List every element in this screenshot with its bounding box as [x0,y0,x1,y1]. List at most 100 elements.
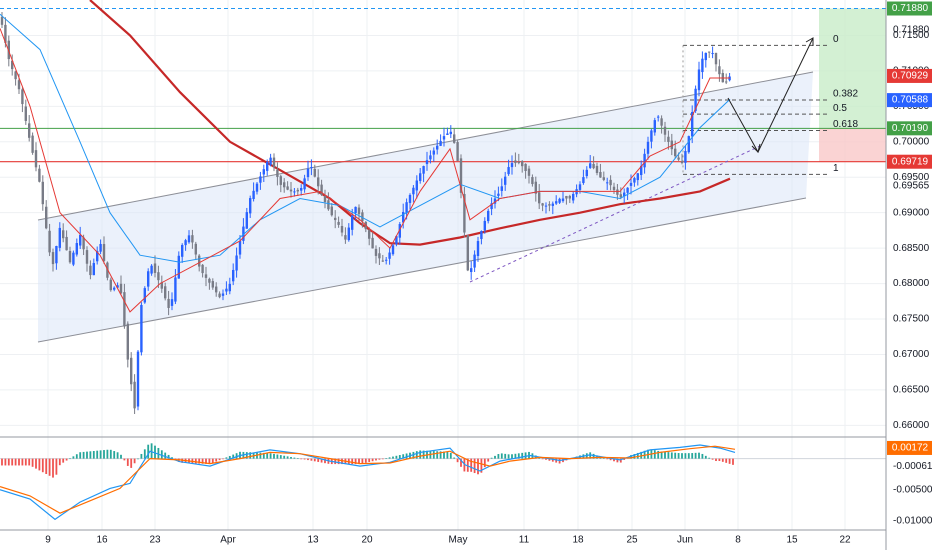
macd-histogram-bar [592,453,595,459]
candle-body [408,194,412,203]
macd-histogram-bar [103,450,105,459]
candle-body [544,205,548,207]
candle-body [65,236,68,251]
candle-body [96,250,99,262]
fib-level-label: 0.5 [833,103,847,114]
macd-histogram-bar [140,453,143,459]
candle-body [215,286,218,293]
price-badge-label: 0.69719 [892,156,929,167]
macd-histogram-bar [7,458,10,466]
candle-body [48,230,51,253]
macd-histogram-bar [259,452,262,459]
macd-histogram-bar [378,458,381,460]
macd-histogram-bar [211,458,214,463]
price-badge-label: 0.70190 [892,123,929,134]
price-tick-label: 0.68500 [893,243,930,254]
candle-body [99,244,102,252]
macd-histogram-bar [164,452,167,459]
macd-histogram-bar [483,458,486,468]
macd-histogram-bar [133,458,136,464]
candle-body [82,237,85,250]
macd-histogram-bar [283,455,286,459]
macd-histogram-bar [711,458,714,460]
candle-body [337,221,340,225]
candle-body [385,259,388,261]
candle-body [160,282,163,289]
candle-body [177,255,180,279]
time-tick-label: May [449,535,468,546]
macd-histogram-bar [691,453,694,459]
candle-body [130,357,133,385]
macd-histogram-bar [514,453,517,459]
macd-histogram-bar [466,458,469,472]
macd-histogram-bar [293,457,296,459]
candle-body [191,235,194,243]
macd-histogram-bar [721,458,724,462]
candle-body [582,177,585,184]
macd-histogram-bar [279,455,282,459]
candle-body [521,161,524,167]
macd-histogram-bar [616,458,619,463]
candle-body [28,123,31,138]
candle-body [245,212,248,229]
candle-body [691,112,694,137]
macd-histogram-bar [303,458,306,460]
candle-body [211,281,214,288]
macd-histogram-bar [551,458,554,462]
macd-histogram-bar [358,458,360,465]
price-badge-label: 0.70929 [892,71,929,82]
macd-histogram-bar [266,453,269,459]
macd-histogram-bar [558,458,561,464]
candle-body [487,210,490,222]
candle-body [85,250,89,264]
macd-histogram-bar [694,452,697,459]
candle-body [14,71,17,80]
candle-body [262,169,265,175]
candle-body [41,181,44,205]
candle-body [198,255,201,267]
candle-body [483,220,486,231]
macd-histogram-bar [432,451,435,459]
macd-histogram-bar [640,451,643,459]
stop-zone [819,128,886,162]
profit-zone [819,8,886,129]
ma-long-line [89,0,731,246]
macd-histogram-bar [354,458,357,465]
macd-histogram-bar [704,455,707,459]
macd-histogram-bar [296,458,299,459]
macd-histogram-bar [262,452,265,459]
macd-histogram-bar [334,458,337,465]
macd-histogram-bar [436,451,439,459]
time-tick-label: 16 [96,535,108,546]
price-badge [887,1,932,16]
macd-histogram-bar [385,458,388,459]
macd-histogram-bar [412,451,415,459]
candle-body [714,52,718,65]
time-tick-label: 20 [361,535,373,546]
macd-histogram-bar [388,457,391,459]
candle-body [24,106,27,121]
candle-body [310,167,313,169]
candle-body [279,176,282,185]
candle-body [616,189,619,195]
candle-body [725,81,728,83]
candle-body [429,155,432,160]
macd-histogram-bar [684,453,687,459]
macd-histogram-bar [167,454,170,459]
candle-body [269,157,272,165]
candle-body [167,298,170,308]
macd-histogram-bar [405,453,408,459]
candle-body [436,145,439,150]
candle-body [568,195,571,199]
candle-body [636,173,639,181]
macd-histogram-bar [555,458,558,463]
channel-fill [38,72,813,342]
time-tick-label: 9 [45,535,51,546]
macd-histogram-bar [92,450,95,459]
macd-histogram-bar [613,458,615,462]
candle-body [398,224,401,238]
candle-body [133,381,136,409]
candle-body [187,235,191,243]
